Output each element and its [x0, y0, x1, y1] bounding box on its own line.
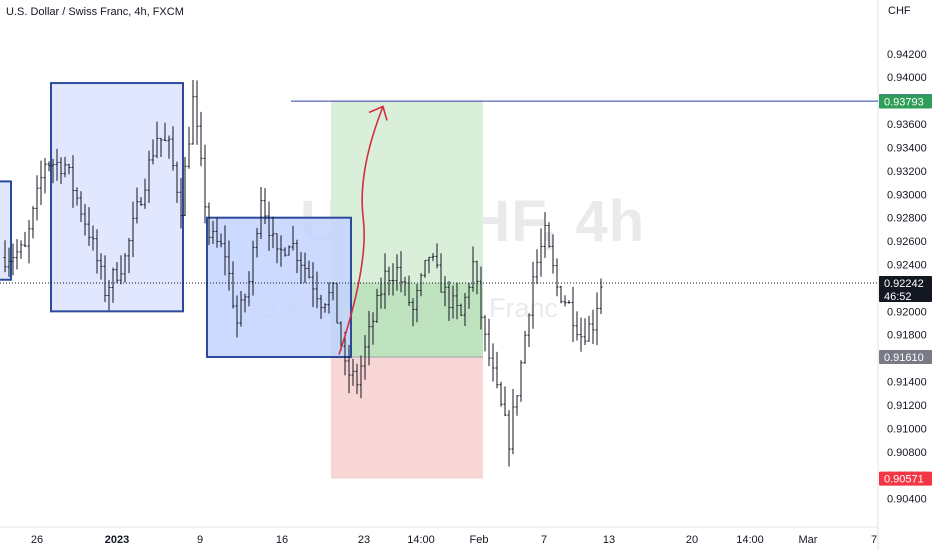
price-tick-label: 0.91200: [887, 400, 927, 412]
time-tick-label: 16: [276, 534, 288, 546]
last-price-badge-text: 0.92242: [884, 278, 924, 290]
time-tick-label: 26: [31, 534, 43, 546]
currency-label[interactable]: CHF: [888, 5, 911, 17]
entry-price-badge-text: 0.91610: [884, 352, 924, 364]
profit-zone-filled: [331, 283, 483, 357]
price-tick-label: 0.93600: [887, 119, 927, 131]
time-tick-label: Feb: [470, 534, 489, 546]
projection-arrow[interactable]: [338, 106, 384, 355]
loss-zone[interactable]: [331, 356, 483, 479]
price-tick-label: 0.90800: [887, 447, 927, 459]
time-tick-label: 7: [871, 534, 877, 546]
projection-arrowhead: [368, 105, 388, 121]
price-tick-label: 0.93000: [887, 189, 927, 201]
time-tick-label: 9: [197, 534, 203, 546]
price-tick-label: 0.94200: [887, 49, 927, 61]
chart-title: U.S. Dollar / Swiss Franc, 4h, FXCM: [6, 6, 184, 18]
time-tick-label: 13: [603, 534, 615, 546]
time-tick-label: 14:00: [407, 534, 435, 546]
price-tick-label: 0.92800: [887, 213, 927, 225]
stop-price-badge-text: 0.90571: [884, 474, 924, 486]
demand-zone-active[interactable]: [206, 216, 352, 358]
target-price-badge[interactable]: [879, 94, 932, 109]
time-tick-label: 2023: [105, 534, 129, 546]
time-tick-label: 20: [686, 534, 698, 546]
price-tick-label: 0.93200: [887, 166, 927, 178]
price-tick-label: 0.92000: [887, 306, 927, 318]
time-tick-label: 14:00: [736, 534, 764, 546]
price-tick-label: 0.91000: [887, 423, 927, 435]
entry-price-badge[interactable]: [879, 349, 932, 364]
price-tick-label: 0.91800: [887, 330, 927, 342]
price-tick-label: 0.94000: [887, 72, 927, 84]
price-tick-label: 0.92400: [887, 260, 927, 272]
time-tick-label: 23: [358, 534, 370, 546]
supply-zone-left-edge[interactable]: [0, 180, 12, 281]
time-tick-label: Mar: [799, 534, 818, 546]
target-price-badge-text: 0.93793: [884, 96, 924, 108]
last-price-badge[interactable]: [879, 276, 932, 303]
price-tick-label: 0.93400: [887, 142, 927, 154]
stop-price-badge[interactable]: [879, 471, 932, 486]
price-tick-label: 0.91400: [887, 377, 927, 389]
price-tick-label: 0.92600: [887, 236, 927, 248]
time-tick-label: 7: [541, 534, 547, 546]
price-tick-label: 0.90400: [887, 494, 927, 506]
last-price-badge-countdown: 46:52: [884, 291, 912, 303]
